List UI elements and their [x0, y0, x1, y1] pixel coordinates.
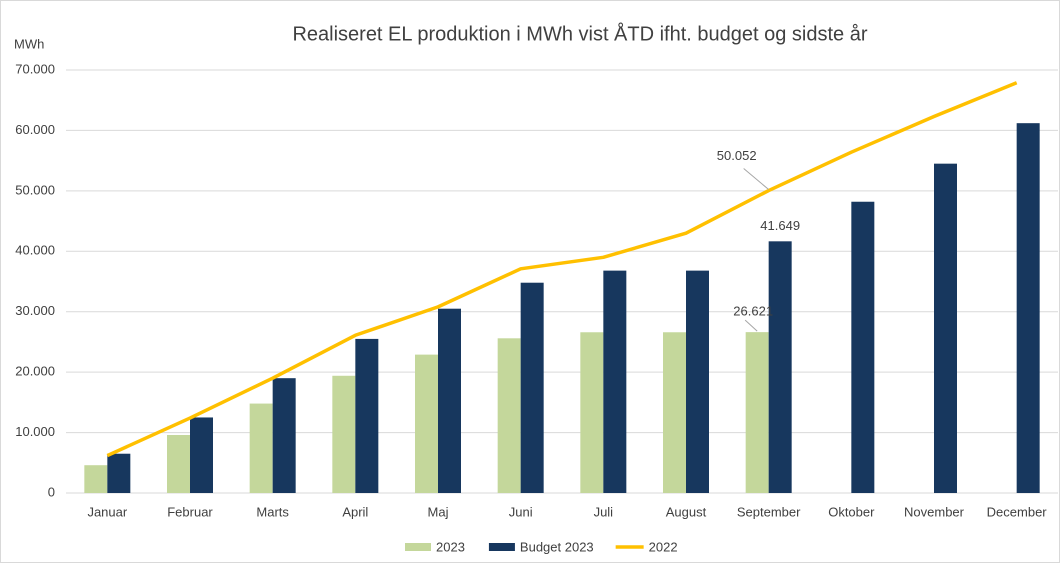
legend-label: Budget 2023: [520, 539, 594, 554]
x-tick-label: Juni: [509, 504, 533, 519]
bar: [84, 465, 108, 493]
x-tick-label: Februar: [167, 504, 213, 519]
x-tick-label: September: [737, 504, 801, 519]
bar: [520, 282, 544, 493]
bar: [1016, 123, 1040, 494]
chart-title: Realiseret EL produktion i MWh vist ÅTD …: [292, 22, 867, 45]
bar: [190, 417, 213, 493]
x-tick-label: Marts: [256, 504, 289, 519]
x-tick-label: Juli: [594, 504, 614, 519]
data-label: 41.649: [760, 218, 800, 233]
bar: [355, 338, 379, 493]
y-tick-label: 10.000: [15, 424, 55, 439]
data-label: 50.052: [717, 148, 757, 163]
y-tick-label: 70.000: [15, 61, 55, 76]
bar: [745, 332, 769, 493]
bar: [686, 270, 709, 493]
bar: [497, 338, 521, 493]
y-tick-label: 20.000: [15, 364, 55, 379]
bar: [580, 332, 604, 493]
data-label: 26.621: [733, 304, 773, 319]
x-tick-label: December: [987, 504, 1048, 519]
x-tick-label: Maj: [428, 504, 449, 519]
bar: [768, 241, 792, 493]
bar: [249, 403, 273, 493]
y-tick-label: 30.000: [15, 303, 55, 318]
x-tick-label: Oktober: [828, 504, 875, 519]
leader-line: [743, 168, 769, 190]
x-tick-label: August: [666, 504, 707, 519]
y-axis-label: MWh: [14, 36, 44, 51]
bar: [107, 453, 131, 493]
line-series: [106, 81, 1018, 458]
legend-swatch: [488, 543, 515, 551]
bar: [603, 270, 627, 493]
x-tick-label: April: [342, 504, 368, 519]
legend-swatch: [405, 543, 431, 551]
legend-label: 2023: [436, 539, 465, 554]
y-tick-label: 0: [48, 484, 55, 499]
legend-label: 2022: [649, 539, 678, 554]
bar: [438, 308, 461, 493]
leader-line: [744, 319, 758, 332]
x-tick-label: Januar: [87, 504, 127, 519]
x-tick-label: November: [904, 504, 965, 519]
bar: [272, 378, 296, 493]
y-tick-label: 40.000: [15, 243, 55, 258]
y-tick-label: 60.000: [15, 122, 55, 137]
bar: [167, 434, 190, 493]
bar: [415, 354, 438, 493]
bar: [332, 375, 356, 493]
bar: [663, 332, 686, 493]
y-tick-label: 50.000: [15, 182, 55, 197]
bar: [934, 163, 957, 493]
bar: [851, 201, 875, 493]
